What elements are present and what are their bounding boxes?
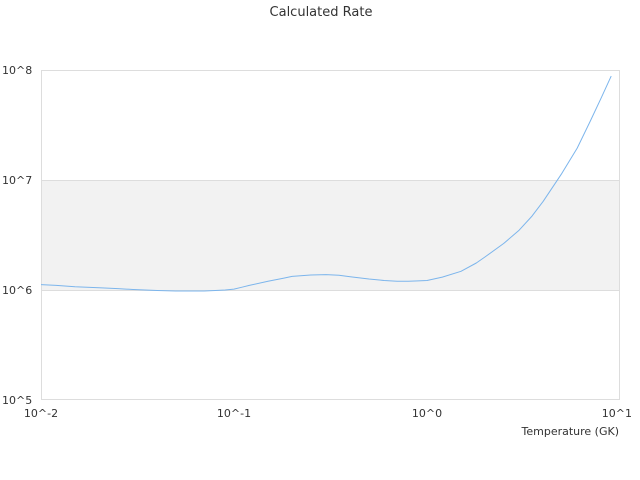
x-tick-label: 10^1 [602, 407, 632, 420]
plot-border [41, 70, 620, 400]
x-axis-title: Temperature (GK) [521, 425, 620, 438]
chart-title: Calculated Rate [270, 5, 373, 20]
x-tick-label: 10^0 [412, 407, 442, 420]
x-tick-label: 10^-2 [24, 407, 58, 420]
plot-band [41, 180, 620, 290]
y-tick-label: 10^6 [2, 284, 32, 297]
y-tick-label: 10^8 [2, 64, 32, 77]
y-tick-label: 10^7 [2, 174, 32, 187]
y-tick-label: 10^5 [2, 394, 32, 407]
x-tick-label: 10^-1 [217, 407, 251, 420]
series-line [40, 75, 612, 292]
